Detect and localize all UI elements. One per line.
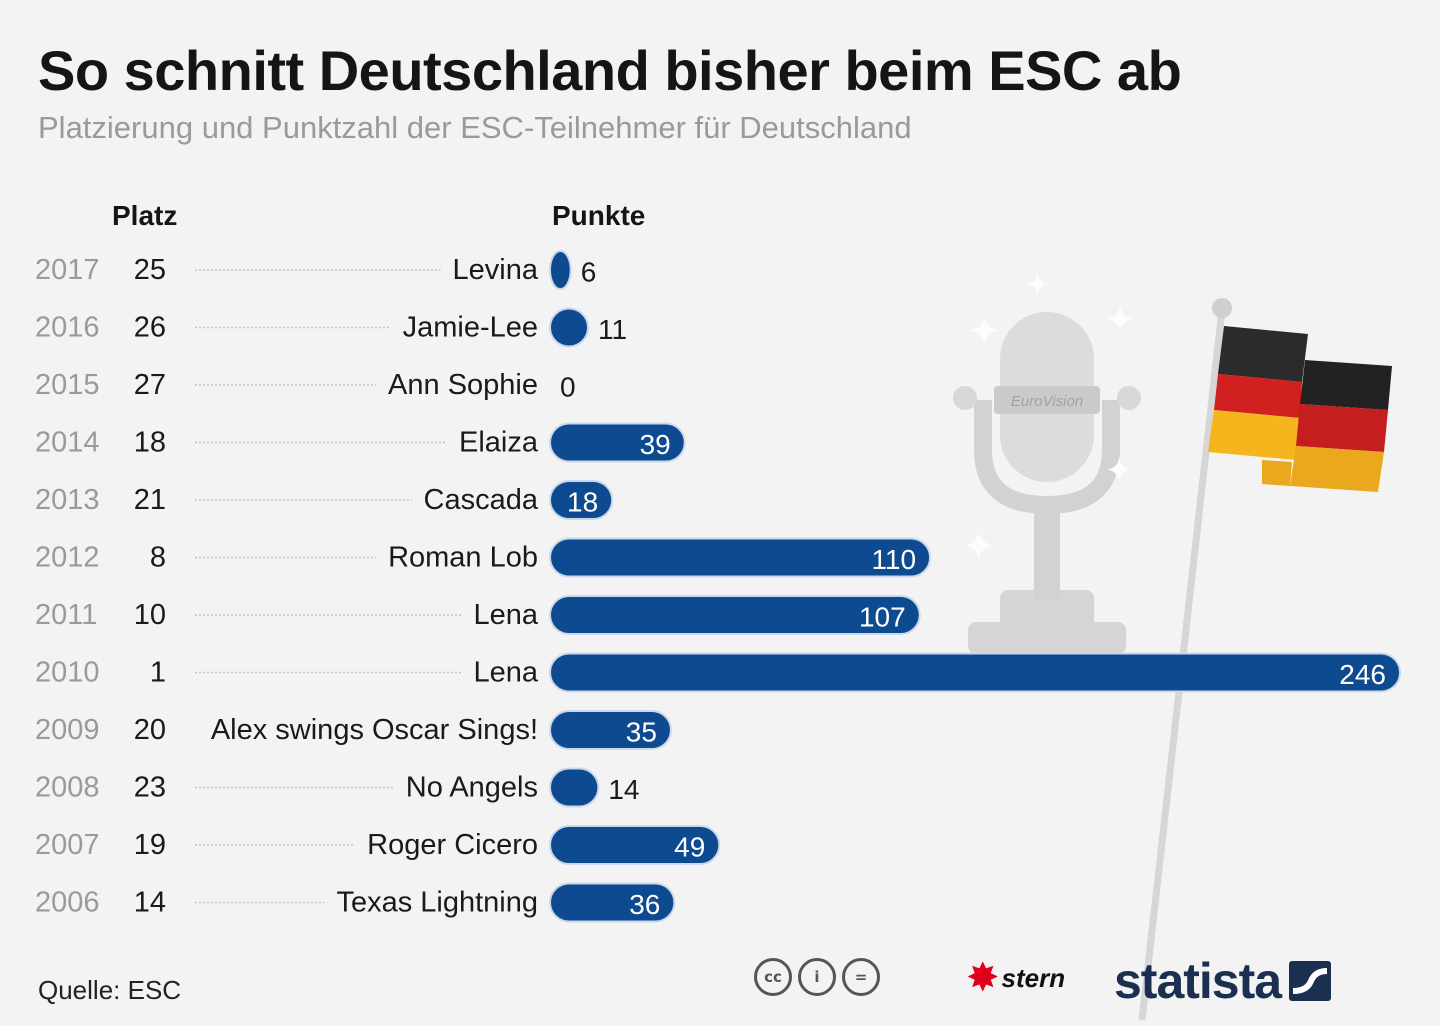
bar xyxy=(549,422,686,463)
value-label: 18 xyxy=(567,487,598,518)
platz-label: 25 xyxy=(134,254,166,286)
bar xyxy=(549,307,590,348)
bar xyxy=(549,825,721,865)
platz-label: 18 xyxy=(134,427,166,459)
source-note: Quelle: ESC xyxy=(38,975,182,1005)
no-derivatives-icon: = xyxy=(842,958,880,996)
year-label: 2015 xyxy=(35,369,100,401)
bar xyxy=(549,480,614,520)
bar xyxy=(549,767,600,808)
attribution-icon: i xyxy=(798,958,836,996)
platz-label: 21 xyxy=(134,484,166,516)
stern-logo: ✸ stern xyxy=(966,958,1065,998)
artist-label: Texas Lightning xyxy=(336,887,538,919)
chart-subtitle: Platzierung und Punktzahl der ESC-Teilne… xyxy=(38,110,912,145)
artist-label: Cascada xyxy=(424,484,539,516)
statista-mark-icon xyxy=(1289,961,1332,1001)
value-label: 39 xyxy=(640,429,671,460)
platz-label: 20 xyxy=(134,714,166,746)
year-label: 2013 xyxy=(35,484,100,516)
platz-column-header: Platz xyxy=(112,200,178,231)
value-label: 0 xyxy=(560,372,576,403)
platz-label: 14 xyxy=(134,887,166,919)
license-icons: cc i = xyxy=(754,958,880,996)
platz-label: 19 xyxy=(134,829,166,861)
bar xyxy=(549,537,932,578)
punkte-column-header: Punkte xyxy=(552,200,646,231)
statista-logo: statista xyxy=(1114,952,1332,1010)
year-label: 2008 xyxy=(35,772,100,804)
value-label: 107 xyxy=(859,602,906,633)
bar xyxy=(549,250,572,290)
year-label: 2010 xyxy=(35,657,100,689)
year-label: 2016 xyxy=(35,312,100,344)
cc-icon: cc xyxy=(754,958,792,996)
german-flag-illustration xyxy=(1138,298,1392,1021)
platz-label: 1 xyxy=(150,657,166,689)
svg-text:✦: ✦ xyxy=(1105,299,1135,340)
value-label: 49 xyxy=(674,832,705,863)
platz-label: 10 xyxy=(134,599,166,631)
svg-text:✦: ✦ xyxy=(1025,269,1050,302)
svg-text:✦: ✦ xyxy=(1105,452,1134,490)
bar xyxy=(549,652,1401,693)
bar xyxy=(549,710,672,750)
artist-label: Roger Cicero xyxy=(367,829,538,861)
value-label: 36 xyxy=(629,889,660,920)
platz-label: 27 xyxy=(134,369,166,401)
microphone-badge: EuroVision xyxy=(1011,393,1083,410)
bar xyxy=(549,595,921,635)
artist-label: Roman Lob xyxy=(388,542,538,574)
year-label: 2014 xyxy=(35,427,100,459)
artist-label: Elaiza xyxy=(459,427,539,459)
platz-label: 26 xyxy=(134,312,166,344)
platz-label: 23 xyxy=(134,772,166,804)
platz-label: 8 xyxy=(150,542,166,574)
value-label: 246 xyxy=(1339,659,1386,690)
artist-label: Lena xyxy=(473,657,538,689)
year-label: 2006 xyxy=(35,887,100,919)
chart-title: So schnitt Deutschland bisher beim ESC a… xyxy=(38,39,1182,102)
year-label: 2011 xyxy=(35,599,97,631)
value-label: 14 xyxy=(608,774,639,805)
artist-label: Levina xyxy=(453,254,539,286)
value-label: 110 xyxy=(871,544,916,575)
artist-label: Ann Sophie xyxy=(388,369,538,401)
stern-star-icon: ✸ xyxy=(966,956,1000,1000)
artist-label: Lena xyxy=(473,599,538,631)
svg-text:✦: ✦ xyxy=(968,310,1002,354)
stern-wordmark: stern xyxy=(1001,962,1066,993)
year-label: 2017 xyxy=(35,254,100,286)
artist-label: Alex swings Oscar Sings! xyxy=(211,714,538,746)
year-label: 2007 xyxy=(35,829,100,861)
year-label: 2009 xyxy=(35,714,100,746)
value-label: 35 xyxy=(626,717,657,748)
value-label: 11 xyxy=(598,314,627,345)
svg-text:✦: ✦ xyxy=(962,525,996,569)
bar xyxy=(549,882,676,923)
statista-wordmark: statista xyxy=(1114,953,1282,1009)
artist-label: Jamie-Lee xyxy=(403,312,538,344)
microphone-illustration: EuroVision ✦ ✦ ✦ ✦ ✦ xyxy=(953,269,1141,654)
year-label: 2012 xyxy=(35,542,100,574)
value-label: 6 xyxy=(581,257,597,288)
artist-label: No Angels xyxy=(406,772,538,804)
